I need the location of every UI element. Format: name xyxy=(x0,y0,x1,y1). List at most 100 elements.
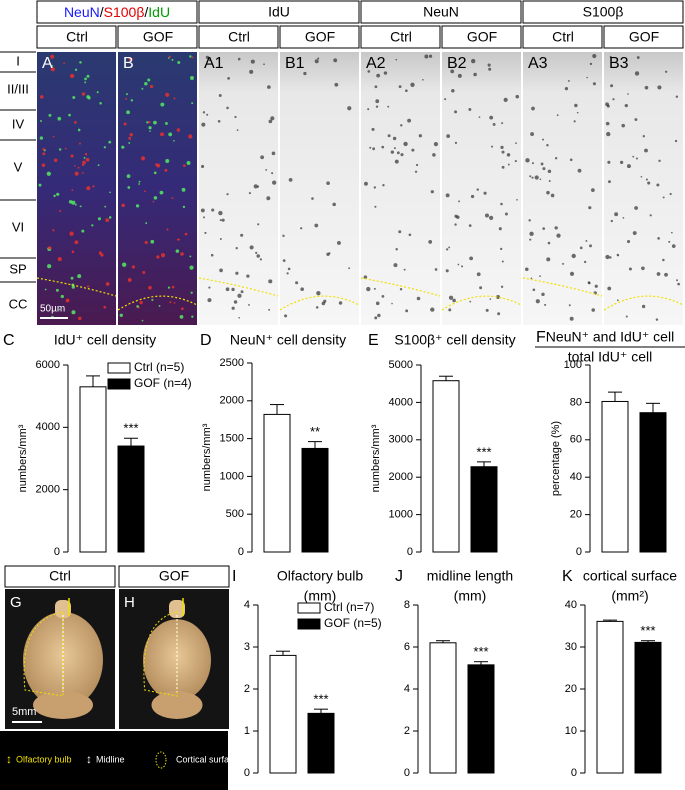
cell xyxy=(70,154,74,158)
panel-letter: B3 xyxy=(609,55,629,72)
cell xyxy=(507,163,510,166)
cell xyxy=(231,287,235,292)
layer-label: VI xyxy=(12,219,24,234)
cell xyxy=(155,163,159,167)
scale-bar-label: 50µm xyxy=(40,304,65,315)
cell xyxy=(208,59,211,62)
cell xyxy=(203,216,206,219)
cell xyxy=(168,55,171,58)
micrograph xyxy=(361,52,440,325)
bar xyxy=(429,642,457,774)
panel-letter: H xyxy=(124,594,135,611)
cell xyxy=(40,120,42,122)
cell xyxy=(249,245,254,250)
cell xyxy=(544,303,547,306)
y-tick-label: 0 xyxy=(54,546,60,558)
cell xyxy=(57,257,62,262)
cell xyxy=(177,61,181,64)
y-tick-label: 0 xyxy=(244,767,250,779)
y-tick-label: 2000 xyxy=(220,395,244,407)
cell xyxy=(48,113,52,117)
cell xyxy=(430,190,434,194)
y-tick-label: 2 xyxy=(404,725,410,737)
cell xyxy=(452,298,456,303)
cell xyxy=(41,163,46,168)
cell xyxy=(287,267,291,271)
bar xyxy=(639,412,667,553)
cell xyxy=(176,128,181,132)
cell xyxy=(540,162,544,166)
y-tick-label: 30 xyxy=(565,641,577,653)
condition-label: Ctrl xyxy=(228,29,250,45)
y-tick-label: 2000 xyxy=(36,484,60,496)
cell xyxy=(103,146,106,149)
cell xyxy=(605,121,610,126)
cell xyxy=(165,122,168,125)
cell xyxy=(55,288,59,292)
cell xyxy=(514,160,517,163)
olfactory-bulb xyxy=(55,600,71,618)
white-matter-boundary xyxy=(360,277,441,297)
cell xyxy=(607,286,612,291)
cell xyxy=(501,260,504,263)
y-tick-label: 2500 xyxy=(220,357,244,369)
cell xyxy=(86,74,90,78)
y-tick-label: 8 xyxy=(404,599,410,611)
cell xyxy=(200,208,205,213)
cell xyxy=(38,183,42,187)
cell xyxy=(395,58,398,61)
cell xyxy=(504,212,508,216)
cell xyxy=(127,186,131,189)
cell xyxy=(642,135,645,138)
cell xyxy=(141,319,144,322)
cell xyxy=(39,95,44,99)
y-tick-label: 0 xyxy=(238,546,244,558)
y-axis-label: percentage (%) xyxy=(550,421,562,496)
cell xyxy=(391,302,393,305)
condition-box xyxy=(117,25,198,49)
cell xyxy=(612,98,615,101)
y-tick-label: 60 xyxy=(570,434,582,446)
cell xyxy=(434,268,438,271)
cell xyxy=(665,70,668,73)
cell xyxy=(529,238,532,241)
cell xyxy=(375,301,380,306)
cell xyxy=(675,95,679,98)
cell xyxy=(144,240,148,245)
cell xyxy=(428,54,433,58)
cell xyxy=(217,119,221,123)
y-tick-label: 5000 xyxy=(389,359,413,371)
cell xyxy=(250,59,255,64)
cell xyxy=(81,92,86,96)
cortical-outline xyxy=(143,611,178,697)
panel-letter: J xyxy=(395,568,403,585)
legend-text: Cortical surface xyxy=(176,754,239,764)
cell xyxy=(338,301,343,305)
panel-letter: A xyxy=(42,55,53,72)
cell xyxy=(148,126,152,130)
cell xyxy=(189,265,194,270)
y-tick-label: 4000 xyxy=(389,396,413,408)
cell xyxy=(377,313,381,318)
bar xyxy=(467,664,495,774)
cell xyxy=(547,169,552,174)
panel-letter: B xyxy=(123,55,134,72)
condition-box xyxy=(4,565,116,588)
cell xyxy=(46,171,51,176)
micrograph xyxy=(604,52,683,325)
cell xyxy=(178,238,181,241)
legend-swatch xyxy=(107,362,131,374)
legend-symbol: ↕ xyxy=(86,752,92,766)
y-tick-label: 1000 xyxy=(389,509,413,521)
cell xyxy=(530,277,533,280)
cell xyxy=(448,308,452,312)
merge-header: NeuN/S100β/IdU xyxy=(64,4,170,20)
cell xyxy=(191,315,194,318)
cell xyxy=(456,215,460,219)
panel-letter: C xyxy=(3,332,15,349)
cell xyxy=(542,167,546,171)
cell xyxy=(190,76,194,80)
layer-label: V xyxy=(14,159,23,174)
legend-label: Ctrl (n=7) xyxy=(324,600,374,614)
cell xyxy=(160,102,165,107)
